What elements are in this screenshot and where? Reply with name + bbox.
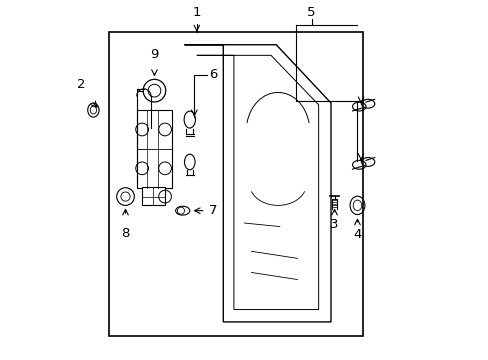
Bar [142, 187, 165, 206]
Text: 5: 5 [307, 6, 315, 19]
Text: 4: 4 [352, 228, 361, 241]
Text: 3: 3 [329, 219, 338, 231]
Text: 9: 9 [150, 48, 158, 61]
Text: 2: 2 [77, 78, 85, 91]
Bar [108, 32, 362, 336]
Text: 8: 8 [121, 226, 129, 240]
Text: 6: 6 [209, 68, 217, 81]
Text: 1: 1 [192, 6, 201, 19]
Bar [137, 110, 172, 188]
Text: 7: 7 [209, 204, 217, 217]
